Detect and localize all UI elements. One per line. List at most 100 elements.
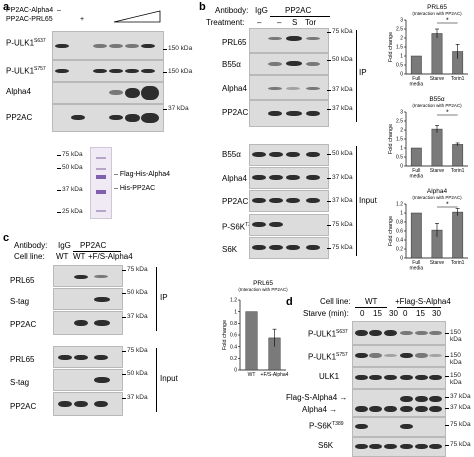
x-tick-label: Full (412, 168, 420, 174)
d-starve-15: 15 (373, 309, 382, 318)
a-blot-pulk1-s757 (52, 60, 164, 82)
chart-title: PRL65 (427, 4, 447, 11)
panel-c-letter: c (3, 232, 10, 244)
b-blot-input-b55a (249, 144, 329, 166)
gel-marker-25: 25 kDa (57, 208, 83, 215)
gel-label-his-pp2ac: – His-PP2AC (114, 185, 156, 192)
chart-subtitle: (Interaction with PP2AC) (412, 103, 462, 108)
legend-pp2ac-alpha4: PP2AC-Alpha4 (6, 7, 54, 14)
d-blot-s6k (352, 437, 446, 457)
b-input-kda-2: 37 kDa (327, 174, 353, 181)
significance-star: * (446, 110, 449, 117)
y-tick-label: 0.8 (230, 321, 237, 327)
y-tick-label: 0 (400, 256, 403, 262)
c-ip-kda-3: 37 kDa (122, 313, 148, 320)
x-tick-label: media (410, 174, 424, 180)
y-tick-label: 3 (400, 110, 403, 116)
b-blot-input-alpha4 (249, 167, 329, 189)
y-tick-label: 0 (400, 164, 403, 170)
y-tick-label: 0.4 (396, 238, 403, 244)
d-kda-7: 75 kDa (445, 441, 471, 448)
d-starve-label: Starve (min): (303, 309, 349, 318)
y-tick-label: 0.2 (230, 356, 237, 362)
bar (410, 212, 422, 259)
y-tick-label: 0.6 (396, 229, 403, 235)
y-tick-label: 0.4 (230, 344, 237, 350)
b-antibody-igg: IgG (255, 6, 268, 15)
legend-mark-a1: – (57, 7, 61, 14)
d-kda-5: 37 kDa (445, 404, 471, 411)
d-row-pulk1-s757: P-ULK1S757 (308, 352, 348, 362)
d-row-pulk1-s637: P-ULK1S637 (308, 329, 348, 339)
b-ip-bracket (356, 30, 357, 122)
bar (431, 33, 443, 75)
d-blot-ulk1 (352, 367, 446, 389)
d-blot-ps6k (352, 417, 446, 437)
a-blot-alpha4 (52, 82, 164, 104)
d-row-s6k: S6K (318, 441, 334, 450)
c-antibody-igg: IgG (58, 241, 71, 250)
chart-subtitle: (Interaction with PP2AC) (412, 195, 462, 200)
x-tick-label: Full (412, 260, 420, 266)
gradient-wedge (113, 10, 161, 23)
y-tick-label: 1 (400, 54, 403, 60)
c-ip-stag: S-tag (10, 297, 30, 306)
c-antibody-pp2ac: PP2AC (80, 241, 107, 250)
b-antibody-label: Antibody: (215, 6, 249, 15)
b-ip-b55a: B55α (222, 60, 241, 69)
d-row-alpha4: Alpha4 → (302, 405, 338, 414)
d-starve-0b: 0 (403, 309, 408, 318)
panel-b-letter: b (199, 1, 206, 13)
c-blot-ip-prl65 (53, 265, 123, 287)
y-tick-label: 0.6 (230, 333, 237, 339)
b-treatment-3: S (292, 18, 298, 27)
c-input-pp2ac: PP2AC (10, 402, 37, 411)
c-cell-line-3: +F/S-Alpha4 (88, 252, 133, 261)
x-tick-label: Torin1 (451, 76, 465, 82)
y-tick-label: 0 (234, 368, 237, 374)
bar-chart-c-prl65: PRL65(Interaction with PP2AC) 0 0.2 0.4 0.6 0… (222, 280, 289, 378)
a-row-pp2ac: PP2AC (6, 113, 33, 122)
b-blot-b55a (249, 53, 329, 75)
coomassie-gel (90, 147, 112, 219)
b-treatment-label: Treatment: (206, 18, 245, 27)
x-tick-label: Torin1 (451, 168, 465, 174)
d-blot-pulk1-s637 (352, 321, 446, 345)
d-wt-underline (355, 307, 387, 308)
b-blot-alpha4 (249, 75, 329, 100)
significance-star: * (446, 202, 449, 209)
y-tick-label: 1.5 (396, 137, 403, 143)
b-treatment-4: Tor (305, 18, 317, 27)
b-treatment-2: – (277, 18, 282, 27)
c-blot-ip-pp2ac (53, 311, 123, 335)
b-ip-tag: IP (359, 68, 367, 77)
y-tick-label: 2.5 (396, 119, 403, 125)
c-input-stag: S-tag (10, 378, 30, 387)
a-row-alpha4: Alpha4 (6, 87, 31, 96)
y-tick-label: 1.5 (396, 45, 403, 51)
panel-a-letter: a (3, 1, 10, 13)
legend-mark-a2: + (80, 16, 85, 23)
c-input-kda-2: 50 kDa (122, 370, 148, 377)
b-input-kda-4: 75 kDa (327, 221, 353, 228)
b-blot-input-pp2ac (249, 190, 329, 212)
c-input-prl65: PRL65 (10, 355, 35, 364)
d-cell-line-label: Cell line: (320, 297, 351, 306)
b-input-kda-1: 50 kDa (327, 150, 353, 157)
d-starve-30b: 30 (432, 309, 441, 318)
c-ip-pp2ac: PP2AC (10, 320, 37, 329)
d-kda-6: 75 kDa (445, 421, 471, 428)
bar-chart-prl65: PRL65(Interaction with PP2AC) 0 0.5 1 1.5 2 2.… (388, 4, 468, 88)
d-cell-line-wt: WT (365, 297, 378, 306)
d-kda-3: 150 kDa (445, 372, 474, 386)
y-tick-label: 0.2 (396, 247, 403, 253)
chart-subtitle: (Interaction with PP2AC) (412, 11, 462, 16)
c-ip-tag: IP (160, 293, 168, 302)
d-flag-underline (397, 307, 441, 308)
y-tick-label: 2 (400, 36, 403, 42)
y-tick-label: 0.5 (396, 63, 403, 69)
y-axis-label: Fold change (388, 124, 394, 154)
a-row-pulk1-s637: P-ULK1S637 (6, 38, 46, 48)
d-row-ulk1: ULK1 (319, 372, 340, 381)
d-row-flag-s-alpha4: Flag-S-Alpha4 → (286, 393, 348, 402)
